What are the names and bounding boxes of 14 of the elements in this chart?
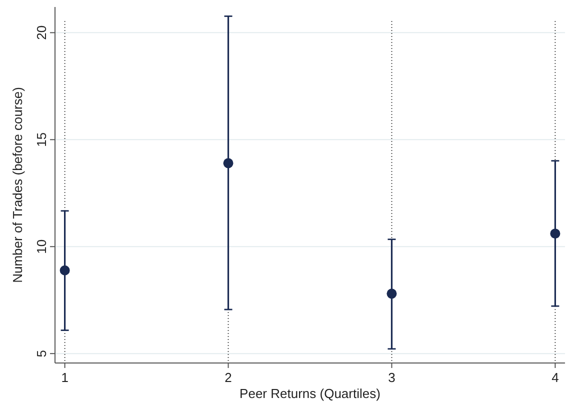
y-tick-label: 5 xyxy=(34,350,49,358)
x-tick-label: 1 xyxy=(61,370,68,385)
y-axis-title: Number of Trades (before course) xyxy=(10,87,25,283)
x-tick-label: 3 xyxy=(388,370,396,385)
x-axis-title: Peer Returns (Quartiles) xyxy=(240,386,380,401)
point xyxy=(60,265,70,276)
y-tick-label: 15 xyxy=(34,132,49,147)
point xyxy=(223,158,234,168)
y-tick-label: 20 xyxy=(34,25,49,40)
y-tick-label: 10 xyxy=(34,239,49,254)
point xyxy=(386,288,397,299)
x-tick-label: 2 xyxy=(224,370,232,385)
point xyxy=(550,228,560,239)
x-tick-label: 4 xyxy=(552,370,559,385)
